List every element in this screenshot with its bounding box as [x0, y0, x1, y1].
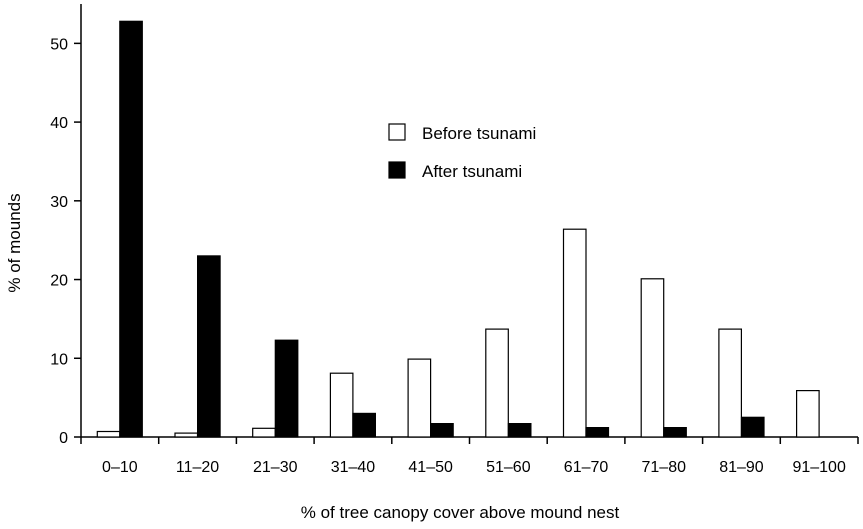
legend-swatch: [388, 161, 406, 179]
y-tick-label: 30: [50, 194, 68, 211]
x-tick-label: 71–80: [642, 459, 687, 476]
bar-before-tsunami: [562, 228, 587, 438]
y-tick-label: 20: [50, 273, 68, 290]
bar-before-tsunami: [329, 372, 354, 438]
legend-swatch: [388, 123, 406, 141]
y-tick-label: 40: [50, 115, 68, 132]
bar-before-tsunami: [252, 427, 276, 438]
y-axis-title: % of mounds: [5, 193, 24, 292]
y-tick-label: 50: [50, 36, 68, 53]
bar-after-tsunami: [430, 423, 454, 438]
bar-after-tsunami: [740, 416, 765, 438]
y-tick-label: 10: [50, 351, 68, 368]
bar-after-tsunami: [663, 427, 687, 438]
bar-after-tsunami: [352, 412, 376, 438]
bar-after-tsunami: [507, 423, 532, 438]
bar-before-tsunami: [96, 430, 121, 438]
legend-label: After tsunami: [422, 162, 522, 181]
x-axis-title: % of tree canopy cover above mound nest: [301, 503, 620, 522]
x-tick-label: 31–40: [331, 459, 376, 476]
legend: Before tsunami After tsunami: [388, 123, 536, 181]
x-tick-label: 91–100: [792, 459, 845, 476]
bar-before-tsunami: [174, 432, 199, 438]
bar-before-tsunami: [718, 328, 743, 438]
x-tick-label: 41–50: [408, 459, 453, 476]
x-tick-label: 0–10: [102, 459, 138, 476]
bar-before-tsunami: [485, 328, 509, 438]
bar-after-tsunami: [585, 427, 610, 438]
bar-after-tsunami: [197, 255, 221, 438]
x-tick-label: 51–60: [486, 459, 531, 476]
y-axis: 0 10 20 30 40 50: [50, 4, 82, 447]
x-axis: 0–10 11–20 21–30 31–40 41–50 51–60 61–70 71–80 8…: [80, 436, 859, 476]
y-tick-label: 0: [59, 430, 68, 447]
bars: [96, 20, 820, 438]
x-tick-label: 11–20: [176, 459, 219, 476]
x-tick-label: 61–70: [564, 459, 609, 476]
bar-before-tsunami: [407, 358, 432, 438]
x-tick-label: 21–30: [253, 459, 298, 476]
bar-after-tsunami: [119, 20, 143, 438]
x-tick-label: 81–90: [719, 459, 764, 476]
bar-after-tsunami: [274, 339, 299, 438]
legend-label: Before tsunami: [422, 124, 536, 143]
bar-before-tsunami: [640, 278, 665, 438]
bar-before-tsunami: [795, 390, 820, 438]
